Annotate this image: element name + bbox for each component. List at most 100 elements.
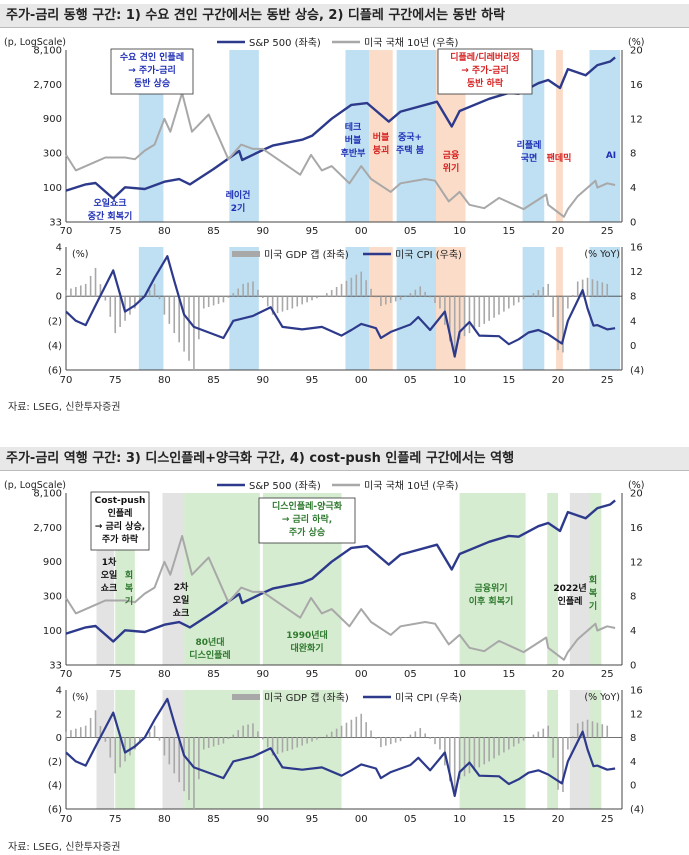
annotation-line: → 주가-금리 [461, 64, 509, 76]
gdp-gap-bar [330, 290, 333, 297]
gdp-gap-bar [542, 728, 545, 738]
bottom-y-left-tick-label: (4) [48, 341, 62, 352]
gdp-gap-bar [134, 737, 136, 750]
y-left-tick-label: 300 [43, 149, 62, 160]
x-tick-label: 85 [207, 226, 220, 237]
annotation-line: 기 [589, 600, 597, 612]
gdp-gap-bar [512, 296, 515, 306]
shaded-period [569, 493, 590, 665]
annotation-box [90, 491, 150, 551]
gdp-gap-bar [532, 293, 535, 297]
legend-gdp-swatch [232, 694, 260, 700]
annotation-line: Cost-push [95, 496, 146, 506]
gdp-gap-bar [114, 296, 117, 334]
x-tick-label: 15 [502, 669, 515, 680]
gdp-gap-bar [257, 731, 259, 738]
gdp-gap-bar [325, 293, 328, 297]
shaded-period [459, 690, 526, 809]
annotation-label: 회복기 [589, 574, 597, 612]
gdp-gap-bar [75, 286, 77, 297]
gdp-gap-bar [567, 296, 569, 309]
gdp-gap-bar [463, 737, 466, 777]
bottom-y-left-tick-label: 2 [56, 709, 62, 720]
bottom-x-tick-label: 15 [502, 814, 515, 825]
y-left-tick-label: 2,700 [33, 523, 62, 534]
y-right-tick-label: 8 [630, 592, 636, 603]
gdp-gap-bar [335, 286, 338, 297]
bottom-y-right-tick-label: 4 [630, 316, 636, 327]
shaded-period [589, 690, 602, 809]
bottom-x-tick-label: 00 [355, 375, 368, 386]
gdp-gap-bar [202, 737, 205, 750]
gdp-gap-bar [139, 296, 141, 303]
gdp-gap-bar [414, 731, 417, 738]
gdp-gap-bar [291, 296, 294, 309]
x-tick-label: 95 [306, 226, 319, 237]
bottom-y-left-tick-label: 0 [56, 733, 62, 744]
gdp-gap-bar [596, 722, 599, 738]
gdp-gap-bar [99, 284, 102, 297]
shaded-period [184, 493, 260, 665]
y-right-tick-label: 12 [630, 557, 643, 568]
y-left-tick-label: 2,700 [33, 80, 62, 91]
gdp-gap-bar [296, 296, 299, 307]
gdp-gap-bar [257, 289, 259, 297]
gdp-gap-bar [109, 296, 112, 317]
annotation-line: 테크 [345, 121, 362, 133]
gdp-gap-bar [439, 737, 441, 750]
bottom-y-right-tick-label: (4) [630, 366, 644, 377]
shaded-period [229, 247, 259, 370]
gdp-gap-bar [498, 296, 500, 315]
bottom-y-right-tick-label: (4) [630, 805, 644, 816]
gdp-gap-bar [350, 719, 353, 738]
ust10y-line [65, 535, 616, 661]
annotation-label: 중국+ 주택 붐 [396, 132, 424, 156]
gdp-gap-bar [222, 737, 225, 744]
gdp-gap-bar [522, 296, 525, 300]
gdp-gap-bar [335, 728, 338, 738]
gdp-gap-bar [217, 737, 220, 746]
gdp-gap-bar [537, 290, 540, 297]
shaded-period [556, 247, 563, 370]
x-tick-label: 75 [109, 669, 122, 680]
gdp-gap-bar [567, 737, 569, 750]
spx-line [65, 499, 616, 643]
gdp-gap-bar [434, 737, 436, 745]
gdp-gap-bar [207, 737, 210, 749]
annotation-line: 오일 [101, 569, 118, 581]
y-right-unit: (%) [628, 37, 644, 48]
bottom-x-tick-label: 25 [601, 814, 614, 825]
gdp-gap-bar [522, 737, 525, 741]
bottom-x-tick-label: 75 [109, 814, 122, 825]
top-legend: S&P 500 (좌축) 미국 국채 10년 (우축) [217, 37, 459, 49]
gdp-gap-bar [375, 296, 377, 298]
x-tick-label: 00 [355, 226, 368, 237]
gdp-gap-bar [65, 731, 67, 738]
annotation-line: 복 [125, 583, 133, 594]
gdp-gap-bar [237, 288, 240, 297]
annotation-line: 2022년 [553, 582, 586, 594]
bottom-y-right-tick-label: 0 [630, 781, 636, 792]
bottom-x-tick-label: 95 [306, 814, 319, 825]
shaded-period [96, 690, 115, 809]
gdp-gap-bar [148, 731, 151, 738]
bottom-x-tick-label: 15 [502, 375, 515, 386]
annotation-line: 인플레 [558, 595, 583, 607]
gdp-gap-bar [493, 737, 495, 759]
annotation-box [258, 497, 356, 544]
bottom-x-tick-label: 00 [355, 814, 368, 825]
gdp-gap-bar [266, 737, 269, 748]
gdp-gap-bar [586, 719, 589, 738]
gdp-gap-bar [212, 737, 215, 747]
annotation-line: 동반 상승 [134, 77, 170, 89]
annotation-line: 버블 [345, 134, 362, 146]
bottom-legend: 미국 GDP 갭 (좌축) 미국 CPI (우축) [232, 692, 462, 704]
legend-cpi-label: 미국 CPI (우축) [395, 249, 462, 261]
gdp-gap-bar [119, 737, 121, 768]
gdp-gap-bar [419, 728, 422, 738]
